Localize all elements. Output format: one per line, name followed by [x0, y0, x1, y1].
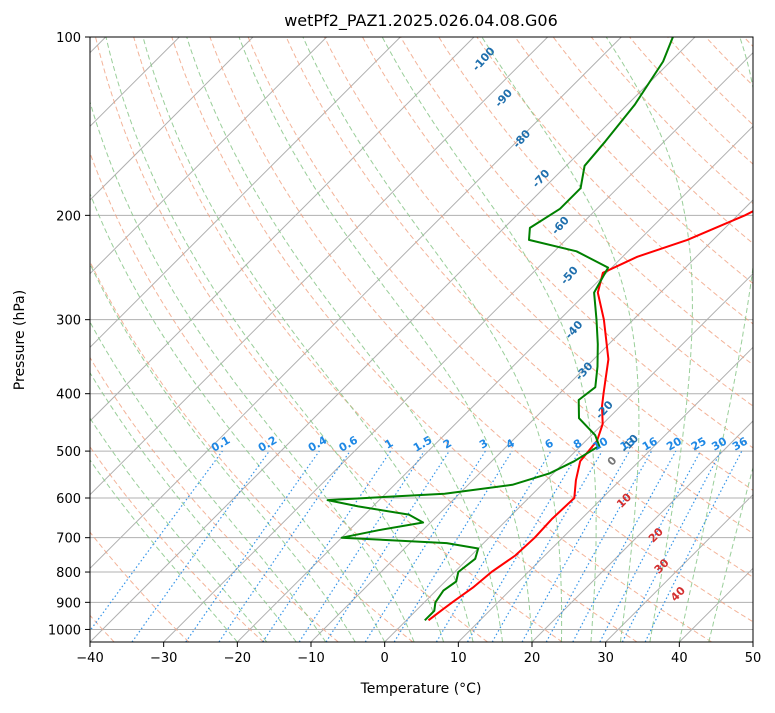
y-tick-label: 500	[56, 445, 81, 460]
y-tick-label: 100	[56, 31, 81, 46]
x-tick-label: 30	[597, 651, 614, 666]
x-tick-label: −30	[150, 651, 177, 666]
y-tick-label: 600	[56, 492, 81, 507]
x-axis-label: Temperature (°C)	[360, 681, 482, 697]
x-tick-label: 20	[524, 651, 541, 666]
y-tick-label: 700	[56, 532, 81, 547]
x-tick-label: −20	[224, 651, 251, 666]
y-tick-label: 900	[56, 596, 81, 611]
y-tick-label: 200	[56, 209, 81, 224]
y-tick-label: 400	[56, 388, 81, 403]
y-tick-label: 1000	[48, 623, 81, 638]
x-tick-label: 40	[671, 651, 688, 666]
x-tick-label: 50	[745, 651, 762, 666]
y-tick-label: 800	[56, 566, 81, 581]
y-tick-label: 300	[56, 314, 81, 329]
x-tick-label: 10	[450, 651, 467, 666]
x-tick-label: −10	[297, 651, 324, 666]
x-tick-label: 0	[381, 651, 389, 666]
chart-title: wetPf2_PAZ1.2025.026.04.08.G06	[284, 11, 558, 31]
x-tick-label: −40	[76, 651, 103, 666]
y-axis-label: Pressure (hPa)	[12, 290, 28, 390]
